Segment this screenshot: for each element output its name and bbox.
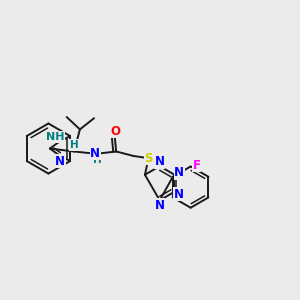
Text: H: H (93, 155, 101, 165)
Text: N: N (154, 155, 164, 168)
Text: S: S (144, 152, 153, 165)
Text: H: H (70, 140, 78, 150)
Text: N: N (90, 147, 100, 160)
Text: N: N (55, 155, 65, 168)
Text: F: F (193, 158, 200, 172)
Text: NH: NH (46, 132, 65, 142)
Text: N: N (174, 188, 184, 201)
Text: O: O (110, 125, 121, 138)
Text: N: N (155, 199, 165, 212)
Text: N: N (174, 167, 184, 179)
